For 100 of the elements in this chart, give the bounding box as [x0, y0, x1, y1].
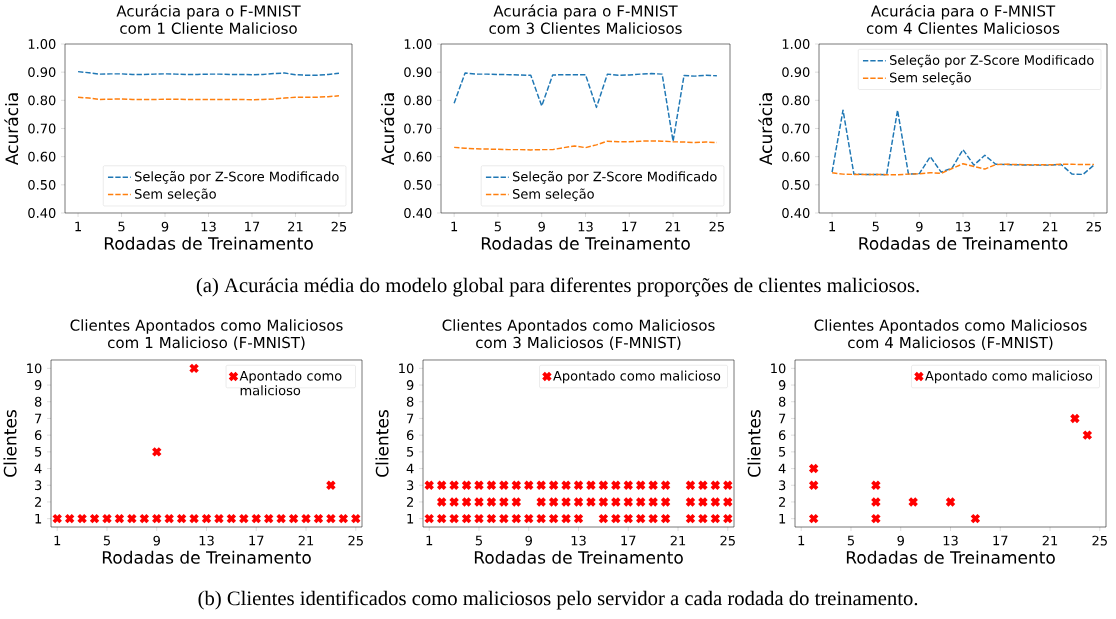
legend-label: Seleção por Z-Score Modificado — [889, 54, 1094, 68]
x-tick-label: 9 — [538, 221, 545, 232]
y-tick-label: 8 — [406, 396, 414, 407]
point — [808, 513, 819, 524]
x-tick-label: 9 — [525, 535, 532, 546]
y-tick-label: 0.50 — [404, 179, 432, 190]
legend-label: Seleção por Z-Score Modificado — [134, 171, 339, 184]
y-tick-label: 1 — [407, 513, 414, 524]
y-tick-label: 1.00 — [404, 39, 432, 49]
x-tick-label: 5 — [847, 535, 854, 546]
x-tick-label: 13 — [578, 221, 593, 232]
x-tick-label: 25 — [331, 221, 347, 232]
y-tick-label: 4 — [778, 463, 786, 474]
x-tick-label: 5 — [494, 221, 501, 232]
y-tick-label: 3 — [407, 480, 414, 491]
y-tick-label: 0.90 — [28, 67, 56, 78]
y-tick-label: 3 — [35, 480, 42, 491]
y-tick-label: 10 — [399, 363, 414, 374]
legend-label: Apontado como malicioso — [239, 370, 342, 396]
y-tick-label: 10 — [771, 363, 786, 374]
x-tick-label: 21 — [665, 221, 681, 232]
point — [970, 513, 981, 524]
point — [1082, 429, 1093, 441]
x-tick-label: 1 — [451, 221, 458, 232]
chart-title: Acurácia para o F-MNIST com 3 Clientes Maliciosos — [489, 4, 682, 34]
x-tick-label: 13 — [956, 221, 971, 232]
y-tick-label: 0.80 — [404, 95, 432, 106]
y-tick-label: 5 — [35, 447, 42, 457]
x-tick-label: 1 — [829, 221, 836, 232]
point — [870, 479, 882, 491]
y-tick-label: 0.80 — [782, 95, 810, 106]
x-tick-label: 9 — [916, 221, 923, 232]
y-tick-label: 2 — [406, 497, 413, 507]
y-tick-label: 1 — [779, 513, 786, 524]
x-tick-label: 9 — [161, 221, 169, 232]
text: (a) Acurácia média do modelo global para diferentes proporções de clientes maliciosos. — [196, 277, 919, 297]
x-tick-label: 5 — [872, 221, 879, 232]
x-tick-label: 9 — [153, 535, 160, 546]
y-tick-label: 0.40 — [782, 208, 810, 218]
y-tick-label: 7 — [407, 413, 414, 424]
x-tick-label: 9 — [897, 535, 904, 546]
x-tick-label: 17 — [245, 221, 260, 232]
legend-label: Apontado como malicioso — [553, 370, 721, 384]
y-axis-title: Clientes — [375, 410, 389, 477]
y-tick-label: 6 — [406, 430, 414, 441]
y-tick-label: 5 — [407, 447, 414, 457]
point — [325, 479, 337, 491]
point — [808, 479, 819, 491]
y-tick-label: 9 — [34, 380, 42, 390]
x-tick-label: 13 — [571, 535, 586, 546]
legend-label: Sem seleção — [134, 188, 216, 202]
y-tick-label: 1.00 — [782, 39, 810, 49]
x-tick-label: 13 — [201, 221, 216, 232]
y-tick-label: 0.40 — [28, 208, 56, 218]
x-tick-label: 17 — [993, 535, 1008, 546]
x-tick-label: 5 — [103, 535, 110, 546]
x-tick-label: 17 — [621, 535, 636, 546]
x-axis-title: Rodadas de Treinamento — [859, 236, 1068, 250]
y-axis-title: Clientes — [3, 410, 17, 477]
y-tick-label: 0.50 — [28, 179, 56, 190]
x-axis-title: Rodadas de Treinamento — [104, 236, 313, 250]
point — [907, 496, 919, 508]
y-tick-label: 0.60 — [782, 151, 810, 162]
x-tick-label: 21 — [1042, 535, 1058, 546]
y-tick-label: 0.60 — [28, 151, 56, 162]
y-axis-title: Acurácia — [380, 93, 395, 166]
x-tick-label: 17 — [999, 221, 1014, 232]
y-tick-label: 4 — [34, 463, 42, 474]
x-tick-label: 5 — [475, 535, 482, 546]
y-tick-label: 1.00 — [28, 39, 56, 49]
chart-title: Acurácia para o F-MNIST com 4 Clientes Maliciosos — [866, 4, 1060, 34]
point — [870, 496, 882, 508]
y-tick-label: 10 — [27, 363, 42, 374]
point — [151, 446, 163, 458]
x-tick-label: 17 — [622, 221, 637, 232]
point — [945, 496, 956, 508]
x-axis-title: Rodadas de Treinamento — [474, 550, 683, 564]
x-tick-label: 25 — [1092, 535, 1107, 546]
y-tick-label: 8 — [778, 396, 786, 407]
y-tick-label: 6 — [34, 430, 42, 441]
x-tick-label: 5 — [118, 221, 125, 232]
y-axis-title: Acurácia — [758, 93, 773, 166]
y-tick-label: 3 — [779, 480, 786, 491]
x-axis-title: Rodadas de Treinamento — [846, 550, 1055, 564]
y-tick-label: 9 — [406, 380, 414, 390]
y-tick-label: 0.60 — [404, 151, 432, 162]
y-tick-label: 2 — [778, 497, 785, 507]
y-tick-label: 0.70 — [28, 123, 56, 134]
y-tick-label: 7 — [35, 413, 42, 424]
y-tick-label: 0.70 — [404, 123, 432, 134]
y-tick-label: 2 — [34, 497, 41, 507]
legend-label: Seleção por Z-Score Modificado — [512, 171, 717, 184]
point — [808, 463, 819, 474]
x-axis-title: Rodadas de Treinamento — [102, 550, 311, 564]
legend-label: Sem seleção — [512, 188, 594, 202]
x-tick-label: 21 — [1042, 221, 1058, 232]
text: (b) Clientes identificados como maliciosos pelo servidor a cada rodada do treinamento. — [198, 590, 918, 610]
y-tick-label: 6 — [778, 430, 786, 441]
x-tick-label: 25 — [1086, 221, 1102, 232]
y-tick-label: 0.90 — [404, 67, 432, 78]
